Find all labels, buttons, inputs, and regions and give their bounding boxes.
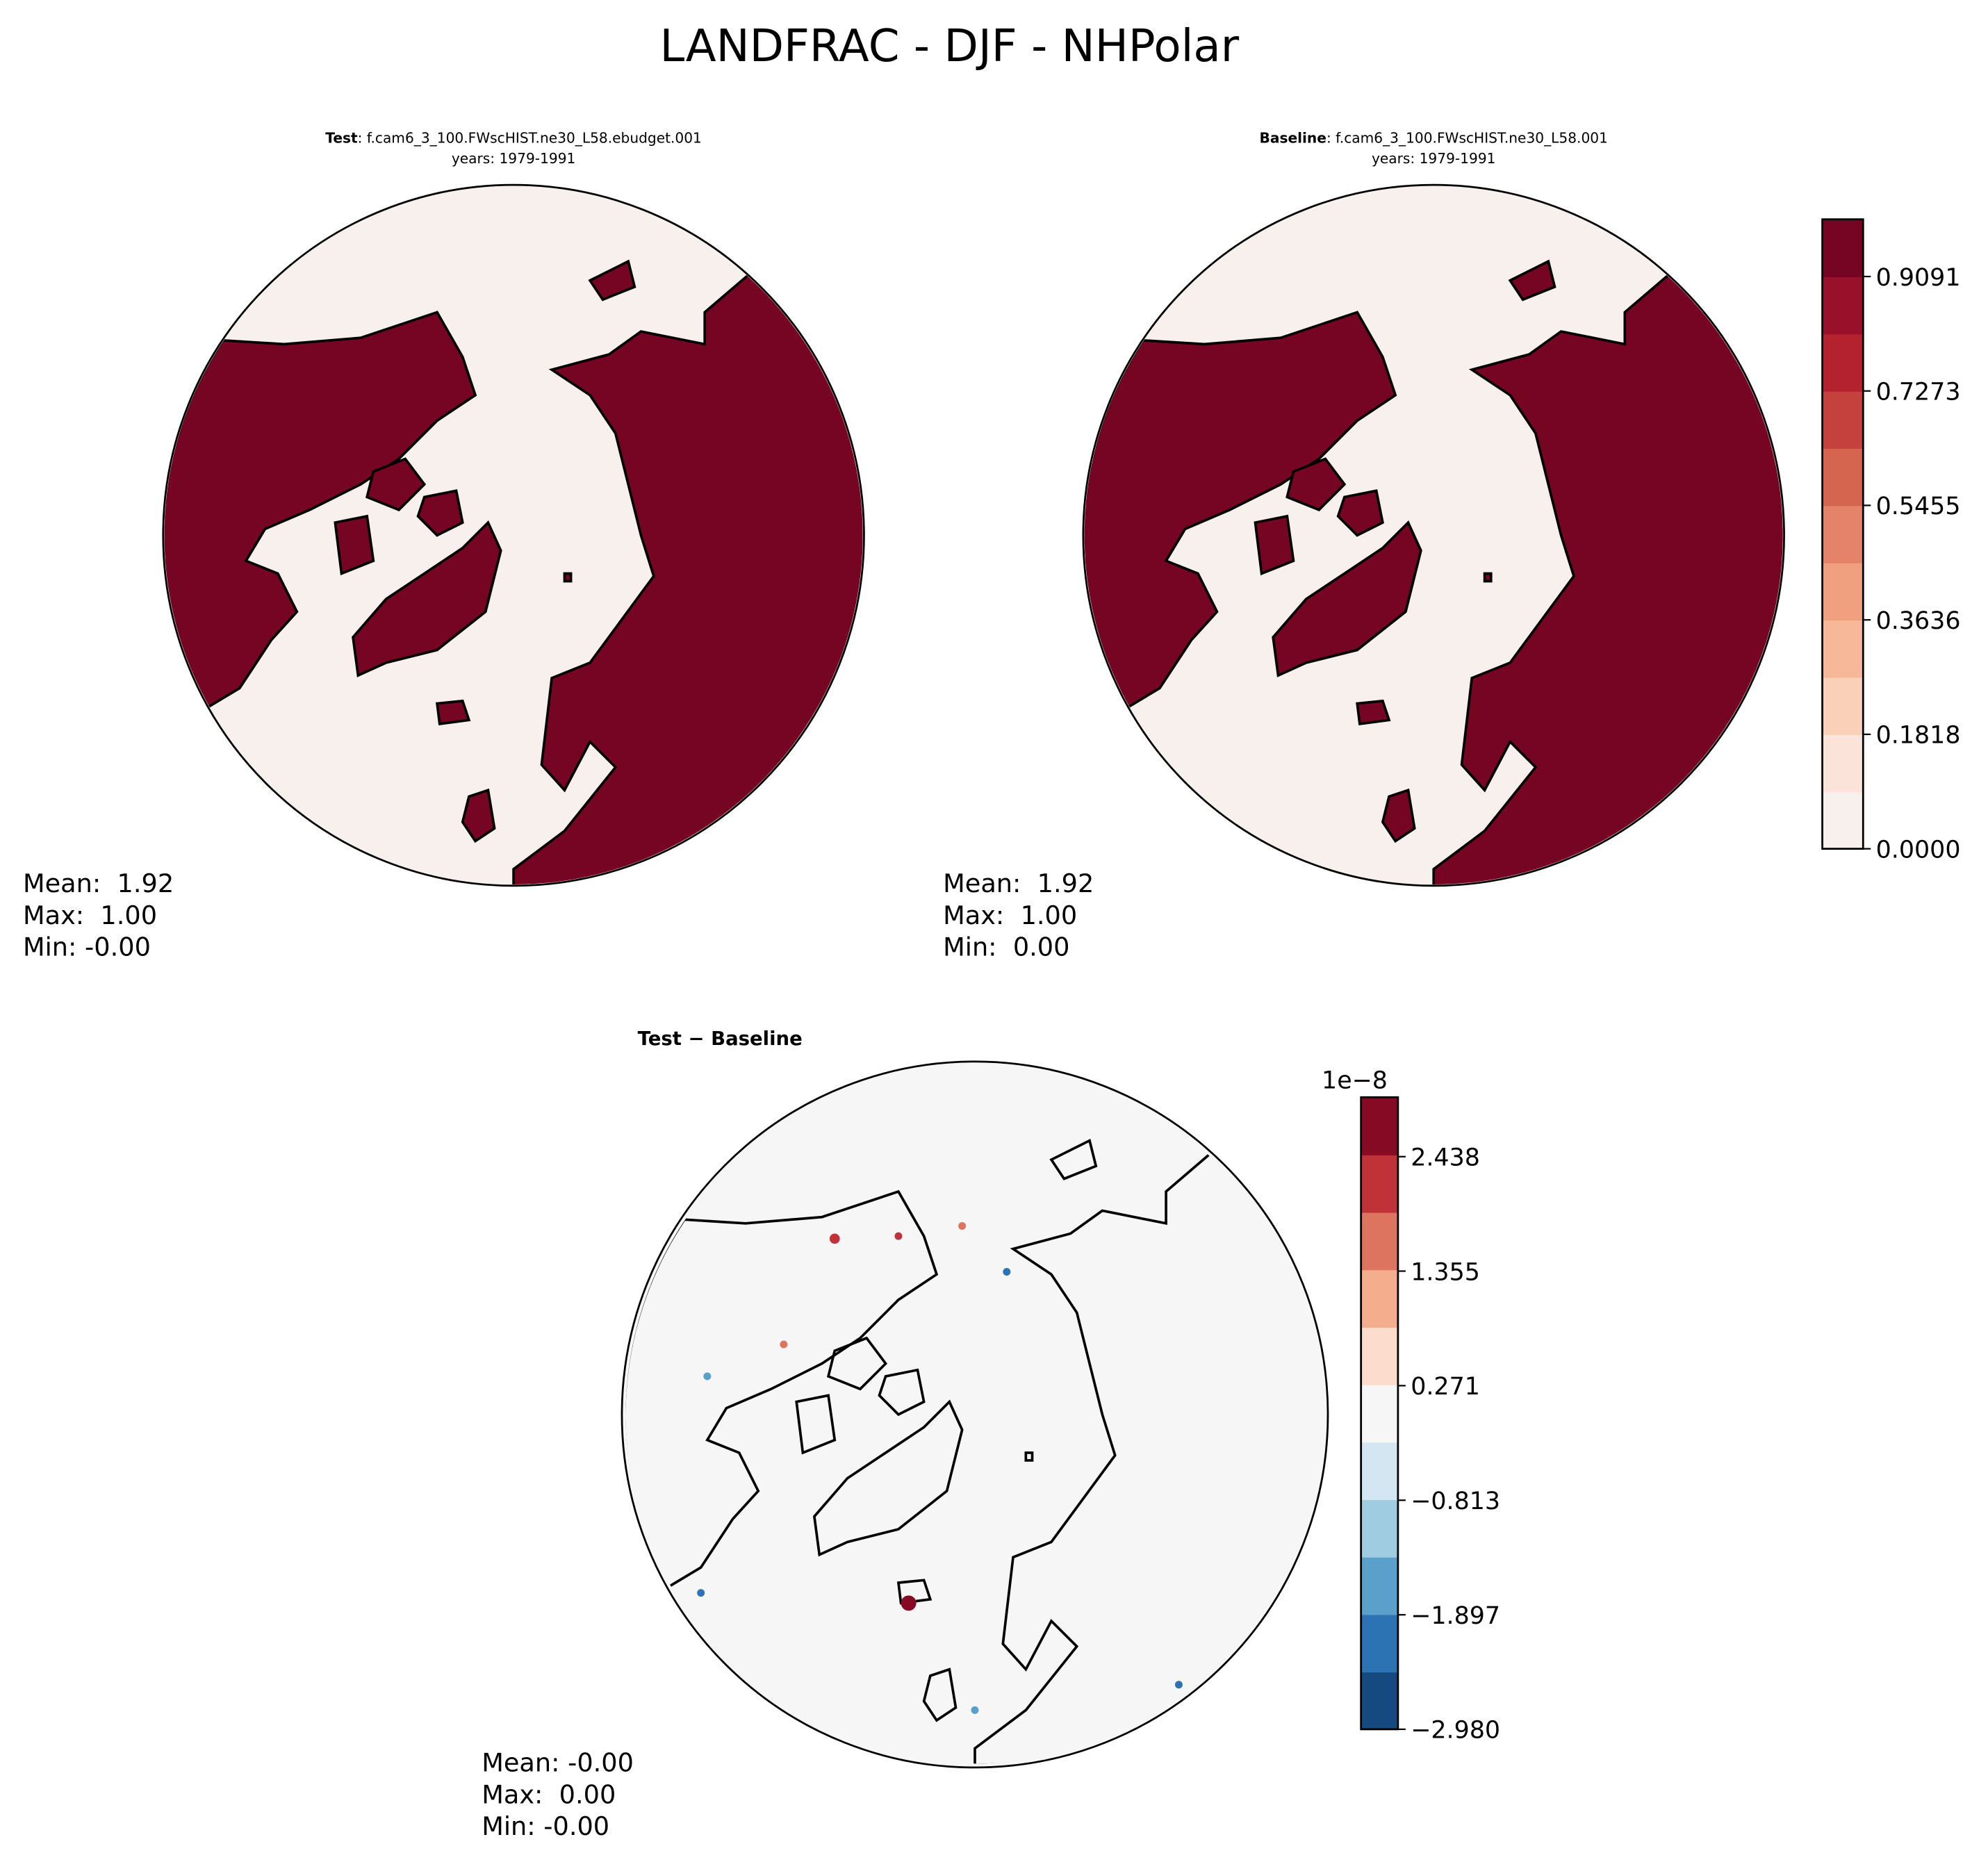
colorbar-segment <box>1361 1327 1398 1385</box>
colorbar-segment <box>1361 1269 1398 1328</box>
colorbar-segment <box>1361 1672 1398 1730</box>
colorbar-tick-label: 2.438 <box>1411 1144 1480 1172</box>
colorbar-segment <box>1822 277 1864 335</box>
colorbar-segment <box>1822 219 1864 277</box>
colorbar-segment <box>1361 1442 1398 1501</box>
colorbar-segment <box>1361 1154 1398 1213</box>
colorbar-tick-label: 0.1818 <box>1876 722 1961 750</box>
panel-baseline-title: Baseline: f.cam6_3_100.FWscHIST.ne30_L58… <box>1259 130 1607 147</box>
colorbar-tick-label: 0.0000 <box>1876 836 1961 864</box>
colorbar-segment <box>1822 390 1864 450</box>
colorbar-segment <box>1822 448 1864 507</box>
colorbar-tick-label: 0.9091 <box>1876 264 1961 292</box>
colorbar-tick-label: −1.897 <box>1411 1602 1500 1630</box>
stat-max: Max: 1.00 <box>23 900 157 930</box>
colorbar-segment <box>1822 505 1864 563</box>
colorbar-segment <box>1822 333 1864 392</box>
colorbar-tick-label: 0.5455 <box>1876 493 1961 520</box>
colorbar-segment <box>1361 1097 1398 1155</box>
colorbar-diff-offset: 1e−8 <box>1322 1066 1388 1094</box>
panel-test-subtitle: years: 1979-1991 <box>452 150 576 167</box>
colorbar-tick-label: −0.813 <box>1411 1488 1500 1515</box>
panel-test: Test: f.cam6_3_100.FWscHIST.ne30_L58.ebu… <box>23 130 865 962</box>
colorbar-segment <box>1822 791 1864 850</box>
colorbar-segment <box>1822 677 1864 735</box>
colorbar-segment <box>1361 1614 1398 1673</box>
stat-min: Min: 0.00 <box>943 932 1069 962</box>
colorbar-tick-label: 1.355 <box>1411 1258 1480 1286</box>
stat-mean: Mean: 1.92 <box>943 868 1094 898</box>
colorbar-segment <box>1361 1499 1398 1558</box>
colorbar-frame <box>1821 218 1864 850</box>
colorbar-tick-label: −2.980 <box>1411 1717 1500 1745</box>
colorbar-segment <box>1361 1212 1398 1271</box>
map-boundary <box>162 183 865 887</box>
panel-diff-title: Test − Baseline <box>638 1028 803 1050</box>
stat-max: Max: 1.00 <box>943 900 1077 930</box>
colorbar-segment <box>1822 734 1864 793</box>
colorbar-tick-label: 0.7273 <box>1876 379 1961 406</box>
colorbar-segment <box>1822 562 1864 621</box>
colorbar-diff: −2.980 −1.897 −0.813 0.271 1.355 2.438 <box>1360 1096 1500 1745</box>
map-boundary <box>621 1060 1329 1769</box>
diff-hotspots <box>697 1221 1183 1714</box>
map-background <box>621 1061 1329 1768</box>
stat-max: Max: 0.00 <box>482 1779 616 1809</box>
map-boundary <box>1082 183 1785 887</box>
panel-baseline: Baseline: f.cam6_3_100.FWscHIST.ne30_L58… <box>943 130 1785 962</box>
panel-baseline-subtitle: years: 1979-1991 <box>1372 150 1496 167</box>
figure-title: LANDFRAC - DJF - NHPolar <box>659 20 1239 72</box>
colorbar-segment <box>1361 1384 1398 1443</box>
colorbar-tick-label: 0.271 <box>1411 1373 1480 1401</box>
colorbar-tick-label: 0.3636 <box>1876 607 1961 635</box>
stat-min: Min: -0.00 <box>482 1811 609 1841</box>
panel-difference: Test − Baseline Mean: -0.00 Max: 0.00 Mi… <box>482 1028 1329 1841</box>
colorbar-main: 0.0000 0.1818 0.3636 0.5455 0.7273 0.9091 <box>1821 218 1961 864</box>
colorbar-segment <box>1361 1556 1398 1615</box>
colorbar-frame <box>1360 1096 1399 1731</box>
stat-min: Min: -0.00 <box>23 932 151 962</box>
panel-test-title: Test: f.cam6_3_100.FWscHIST.ne30_L58.ebu… <box>325 130 702 147</box>
colorbar-segment <box>1822 620 1864 678</box>
stat-mean: Mean: -0.00 <box>482 1747 634 1777</box>
stat-mean: Mean: 1.92 <box>23 868 174 898</box>
